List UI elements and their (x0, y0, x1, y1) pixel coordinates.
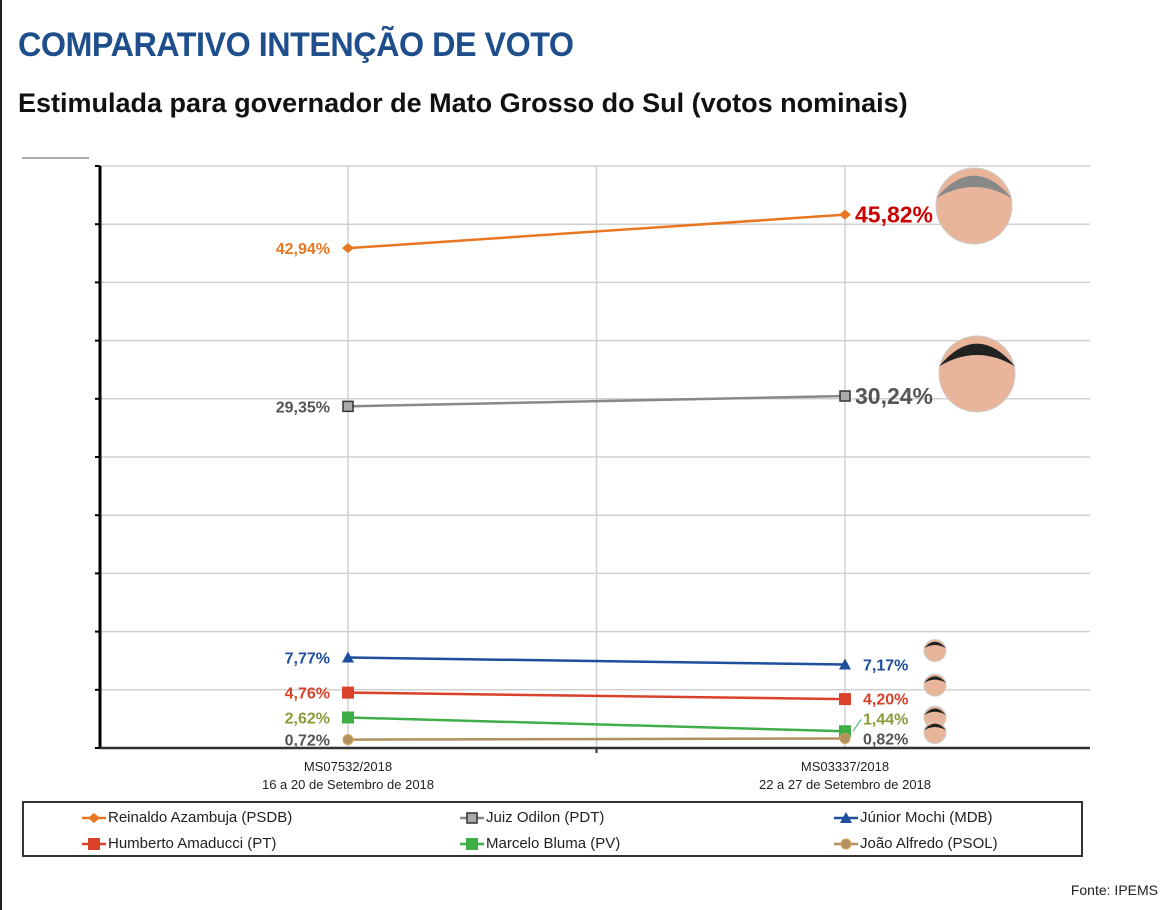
series-3: 4,76% 4,20% (285, 673, 947, 708)
legend-marker-icon (460, 837, 484, 850)
legend-marker-icon (834, 838, 858, 849)
x-tick-label: 16 a 20 de Setembro de 2018 (262, 777, 434, 792)
data-label: 4,20% (863, 691, 908, 708)
series-line (347, 716, 846, 733)
legend-item: Juiz Odilon (PDT) (460, 809, 604, 826)
line-chart: MS07532/2018 16 a 20 de Setembro de 2018 M… (95, 165, 1090, 792)
legend-item: Reinaldo Azambuja (PSDB) (82, 809, 292, 826)
series-line (347, 691, 846, 701)
series-5: 0,72% 0,82% (285, 720, 947, 750)
page-border (0, 0, 2, 910)
legend-label: Júnior Mochi (MDB) (860, 809, 993, 826)
data-label: 2,62% (285, 711, 330, 728)
hair-icon (924, 723, 946, 731)
hair-icon (939, 343, 1015, 367)
legend-marker-icon (82, 837, 106, 850)
data-point (466, 837, 478, 850)
hair-icon (924, 676, 946, 683)
data-point (839, 732, 851, 744)
series-line (347, 656, 846, 666)
data-label: 1,44% (863, 711, 908, 728)
candidate-photo (923, 720, 947, 744)
legend-label: João Alfredo (PSOL) (860, 835, 998, 852)
x-tick-label: MS07532/2018 (304, 759, 392, 774)
legend-item: Júnior Mochi (MDB) (834, 809, 993, 826)
page-subtitle: Estimulada para governador de Mato Gross… (18, 88, 908, 118)
candidate-photo (935, 167, 1013, 245)
data-point (342, 400, 354, 413)
data-point (342, 243, 354, 254)
legend: Reinaldo Azambuja (PSDB) Juiz Odilon (PDT… (22, 801, 1083, 857)
legend-marker-icon (82, 812, 106, 823)
data-point (88, 837, 100, 850)
data-label: 0,82% (863, 731, 908, 748)
data-point (342, 651, 354, 663)
legend-item: Marcelo Bluma (PV) (460, 835, 620, 852)
data-point (839, 658, 851, 670)
data-point (342, 734, 354, 746)
series-0: 42,94% 45,82% (276, 167, 1013, 258)
page-title: COMPARATIVO INTENÇÃO DE VOTO (18, 26, 574, 64)
data-point (342, 711, 354, 724)
label-leader (852, 719, 862, 732)
data-point (839, 693, 851, 706)
series-line (347, 737, 846, 741)
series-2: 7,77% 7,17% (285, 639, 947, 675)
legend-label: Marcelo Bluma (PV) (486, 835, 621, 852)
series-line (347, 394, 846, 408)
series-line (347, 213, 846, 250)
data-label: 7,77% (285, 651, 330, 668)
legend-item: Humberto Amaducci (PT) (82, 835, 276, 852)
legend-marker-icon (460, 811, 484, 824)
legend-marker-icon (834, 811, 858, 823)
legend-label: Reinaldo Azambuja (PSDB) (108, 809, 293, 826)
data-label: 30,24% (855, 383, 933, 409)
hair-icon (936, 175, 1012, 199)
legend-label: Humberto Amaducci (PT) (108, 835, 277, 852)
divider (22, 157, 89, 159)
legend-item: João Alfredo (PSOL) (834, 835, 998, 852)
data-label: 4,76% (285, 686, 330, 703)
data-point (839, 209, 851, 220)
data-label: 45,82% (855, 202, 933, 228)
data-label: 0,72% (285, 733, 330, 750)
data-point (88, 812, 100, 823)
legend-label: Juiz Odilon (PDT) (486, 809, 605, 826)
source-note: Fonte: IPEMS (1070, 882, 1158, 898)
data-point (466, 811, 478, 824)
hair-icon (924, 641, 946, 649)
data-point (840, 811, 852, 823)
x-tick-label: 22 a 27 de Setembro de 2018 (759, 777, 931, 792)
series-4: 2,62% 1,44% (285, 705, 947, 738)
x-tick-label: MS03337/2018 (801, 759, 889, 774)
candidate-photo (923, 673, 947, 697)
series-1: 29,35% 30,24% (276, 335, 1016, 416)
data-label: 7,17% (863, 658, 908, 675)
data-point (840, 838, 852, 849)
data-label: 42,94% (276, 241, 330, 258)
candidate-photo (938, 335, 1016, 413)
data-label: 29,35% (276, 399, 330, 416)
data-point (342, 686, 354, 699)
data-point (839, 390, 851, 402)
hair-icon (924, 708, 946, 716)
candidate-photo (923, 639, 947, 663)
